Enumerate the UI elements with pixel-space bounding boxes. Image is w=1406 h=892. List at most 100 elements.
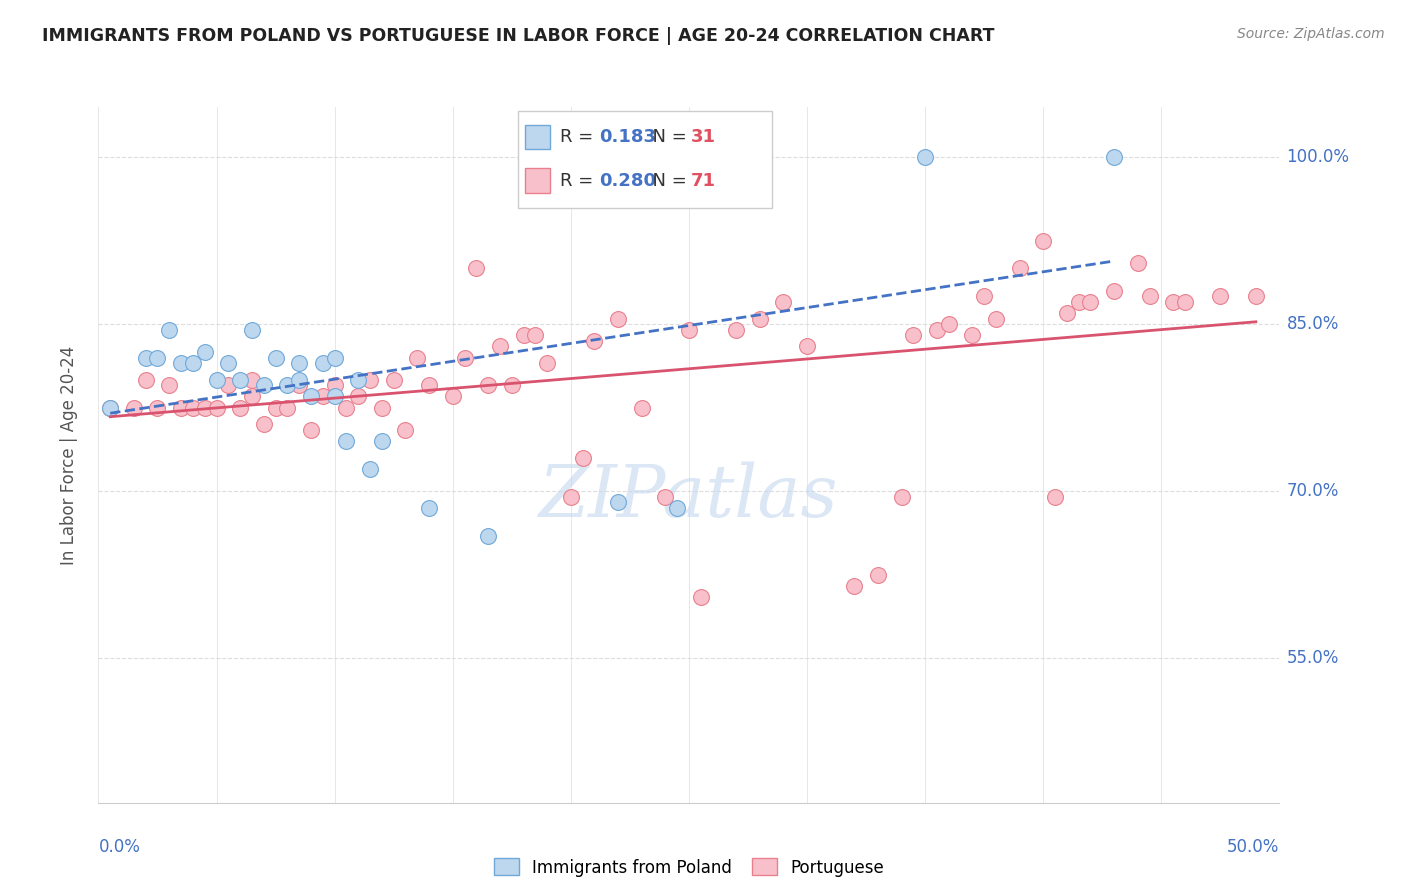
- Point: [1102, 150, 1125, 164]
- Point: [406, 351, 429, 365]
- Point: [914, 150, 936, 164]
- Text: N =: N =: [641, 172, 693, 190]
- Point: [418, 378, 440, 392]
- Point: [962, 328, 984, 343]
- Point: [299, 389, 322, 403]
- Point: [288, 378, 311, 392]
- Point: [299, 423, 322, 437]
- Point: [1067, 294, 1090, 309]
- Point: [157, 323, 180, 337]
- Point: [1102, 284, 1125, 298]
- Point: [229, 401, 252, 415]
- Point: [560, 490, 582, 504]
- Point: [925, 323, 948, 337]
- Point: [98, 401, 121, 415]
- Point: [264, 401, 287, 415]
- Point: [1056, 306, 1078, 320]
- Point: [146, 401, 169, 415]
- Text: 31: 31: [690, 128, 716, 146]
- Point: [1032, 234, 1054, 248]
- Point: [524, 328, 547, 343]
- Point: [217, 356, 239, 370]
- Point: [347, 389, 370, 403]
- Point: [441, 389, 464, 403]
- Y-axis label: In Labor Force | Age 20-24: In Labor Force | Age 20-24: [59, 345, 77, 565]
- Point: [607, 495, 630, 509]
- Point: [725, 323, 748, 337]
- Point: [359, 373, 381, 387]
- Point: [194, 401, 217, 415]
- Text: Source: ZipAtlas.com: Source: ZipAtlas.com: [1237, 27, 1385, 41]
- Point: [264, 351, 287, 365]
- Point: [772, 294, 794, 309]
- Point: [170, 356, 193, 370]
- Point: [418, 500, 440, 515]
- Point: [501, 378, 523, 392]
- Point: [135, 351, 157, 365]
- Point: [276, 378, 298, 392]
- Point: [607, 311, 630, 326]
- Point: [98, 401, 121, 415]
- Point: [1174, 294, 1197, 309]
- Point: [844, 579, 866, 593]
- Point: [512, 328, 534, 343]
- Point: [229, 373, 252, 387]
- Text: 71: 71: [690, 172, 716, 190]
- Text: 100.0%: 100.0%: [1286, 148, 1350, 166]
- Point: [465, 261, 488, 276]
- Point: [181, 401, 204, 415]
- Point: [1043, 490, 1066, 504]
- Point: [796, 339, 818, 353]
- Text: R =: R =: [560, 128, 599, 146]
- Point: [170, 401, 193, 415]
- Text: 0.0%: 0.0%: [98, 838, 141, 856]
- Point: [583, 334, 606, 348]
- Point: [240, 389, 263, 403]
- Point: [1080, 294, 1102, 309]
- Text: ZIPatlas: ZIPatlas: [538, 461, 839, 532]
- Point: [347, 373, 370, 387]
- Text: 55.0%: 55.0%: [1286, 649, 1339, 667]
- Text: 85.0%: 85.0%: [1286, 315, 1339, 333]
- Point: [702, 150, 724, 164]
- Point: [477, 378, 499, 392]
- Point: [194, 345, 217, 359]
- Point: [135, 373, 157, 387]
- Text: R =: R =: [560, 172, 599, 190]
- Point: [382, 373, 405, 387]
- Point: [359, 462, 381, 476]
- Point: [1161, 294, 1184, 309]
- Text: 0.183: 0.183: [599, 128, 657, 146]
- Point: [453, 351, 475, 365]
- Point: [146, 351, 169, 365]
- Point: [1139, 289, 1161, 303]
- Point: [323, 378, 346, 392]
- Point: [205, 373, 228, 387]
- Point: [903, 328, 925, 343]
- Point: [312, 356, 335, 370]
- Point: [323, 351, 346, 365]
- Text: IMMIGRANTS FROM POLAND VS PORTUGUESE IN LABOR FORCE | AGE 20-24 CORRELATION CHAR: IMMIGRANTS FROM POLAND VS PORTUGUESE IN …: [42, 27, 994, 45]
- Point: [1209, 289, 1232, 303]
- Point: [371, 401, 394, 415]
- Point: [666, 500, 689, 515]
- Point: [890, 490, 912, 504]
- Point: [240, 323, 263, 337]
- Point: [253, 417, 276, 432]
- Point: [689, 590, 711, 604]
- Point: [571, 450, 593, 465]
- Point: [288, 356, 311, 370]
- Point: [394, 423, 416, 437]
- Point: [678, 323, 700, 337]
- Point: [630, 401, 652, 415]
- Point: [973, 289, 995, 303]
- Point: [1008, 261, 1031, 276]
- Text: 50.0%: 50.0%: [1227, 838, 1279, 856]
- Point: [477, 528, 499, 542]
- Point: [938, 317, 960, 331]
- Point: [323, 389, 346, 403]
- Legend: Immigrants from Poland, Portuguese: Immigrants from Poland, Portuguese: [485, 850, 893, 885]
- Point: [1126, 256, 1149, 270]
- Point: [122, 401, 145, 415]
- Text: 0.280: 0.280: [599, 172, 657, 190]
